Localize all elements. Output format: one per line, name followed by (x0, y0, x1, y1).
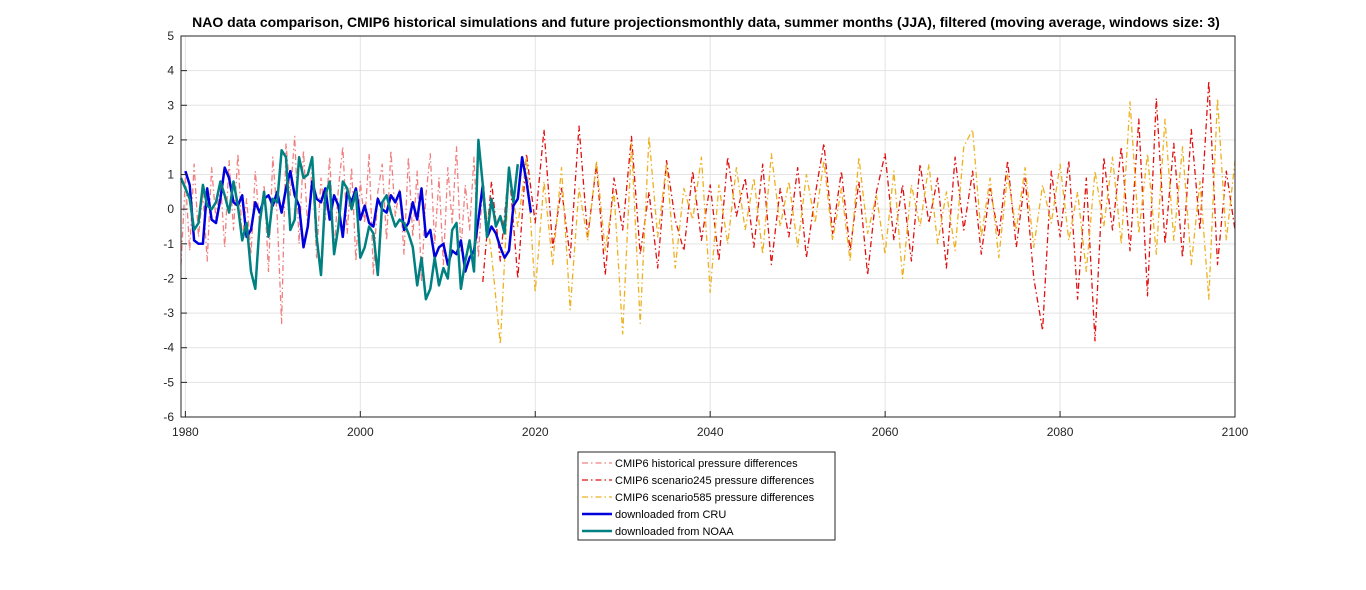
x-tick-label: 2060 (872, 425, 899, 439)
series-line-5 (179, 138, 520, 301)
y-tick-label: -6 (163, 410, 174, 424)
x-tick-label: 2040 (697, 425, 724, 439)
x-tick-label: 2080 (1047, 425, 1074, 439)
legend-label-5: downloaded from NOAA (615, 526, 734, 538)
axis-ticks: -6 -5 -4 -3 -2 -1 0 1 2 3 4 5 1980 2000 2020 2040 2060 20… (163, 29, 1248, 439)
y-tick-label: 0 (167, 202, 174, 216)
axes-box (180, 35, 1236, 418)
legend-label-3: CMIP6 scenario585 pressure differences (615, 492, 815, 504)
y-tick-label: -5 (163, 375, 174, 389)
y-tick-label: 2 (167, 133, 174, 147)
legend-label-2: CMIP6 scenario245 pressure differences (615, 475, 815, 487)
x-tick-label: 2000 (347, 425, 374, 439)
legend-label-1: CMIP6 historical pressure differences (615, 458, 798, 470)
x-tick-label: 2020 (522, 425, 549, 439)
x-tick-label: 1980 (172, 425, 199, 439)
y-tick-label: 3 (167, 98, 174, 112)
grid (181, 35, 1236, 418)
y-tick-label: 5 (167, 29, 174, 43)
y-tick-label: -1 (163, 237, 174, 251)
x-tick-label: 2100 (1222, 425, 1249, 439)
y-tick-label: -3 (163, 306, 174, 320)
y-tick-label: 4 (167, 64, 174, 78)
series-line-1 (180, 135, 488, 325)
series-layer (179, 80, 1236, 345)
plot-area (181, 36, 1235, 417)
legend: CMIP6 historical pressure differences CMI… (577, 451, 836, 541)
series-line-2 (482, 80, 1236, 342)
legend-box (577, 451, 836, 541)
chart-title: NAO data comparison, CMIP6 historical si… (192, 14, 1220, 30)
y-tick-label: -4 (163, 341, 174, 355)
y-tick-label: 1 (167, 168, 174, 182)
legend-label-4: downloaded from CRU (615, 509, 726, 521)
y-tick-label: -2 (163, 271, 174, 285)
series-line-4 (184, 155, 533, 273)
series-line-3 (482, 97, 1236, 345)
